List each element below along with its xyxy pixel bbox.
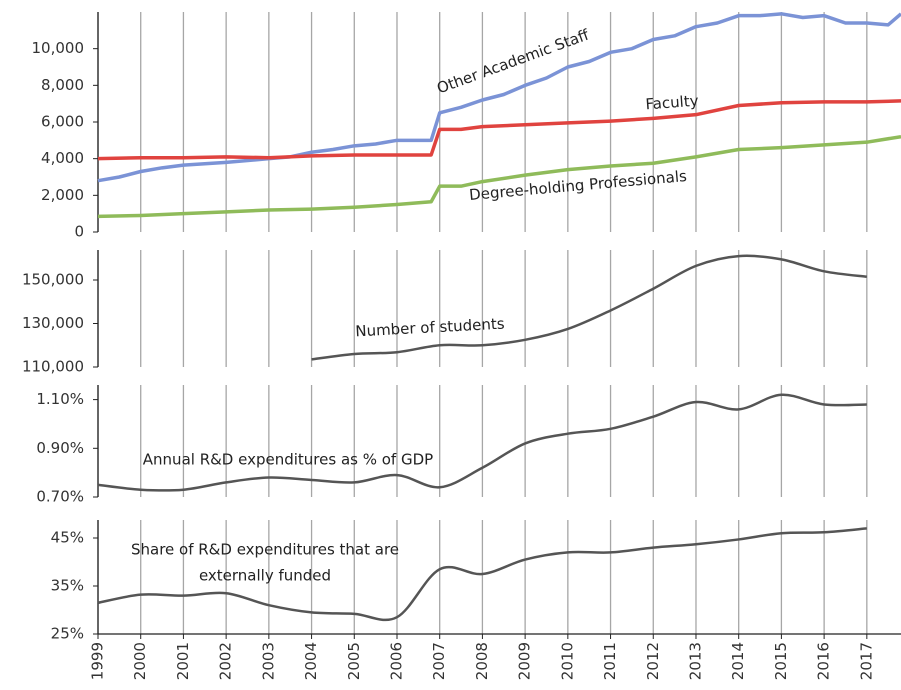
series-label: Annual R&D expenditures as % of GDP (143, 451, 433, 469)
x-tick-label: 2011 (601, 642, 619, 680)
y-tick-label: 45% (51, 529, 84, 547)
line-series (311, 254, 867, 361)
y-tick-label: 150,000 (22, 271, 84, 289)
y-tick-label: 2,000 (41, 186, 84, 204)
annotation: externally funded (199, 567, 331, 585)
y-tick-label: 25% (51, 625, 84, 643)
line-series (97, 134, 901, 219)
x-tick-label: 2014 (729, 642, 747, 680)
y-tick-label: 130,000 (22, 314, 84, 332)
x-tick-label: 2008 (473, 642, 491, 680)
x-tick-label: 2016 (815, 642, 833, 680)
x-tick-label: 2004 (302, 642, 320, 680)
series-label: Degree-holding Professionals (468, 167, 687, 204)
y-tick-label: 0 (74, 223, 84, 241)
y-tick-label: 110,000 (22, 358, 84, 376)
annotation: Share of R&D expenditures that are (131, 541, 399, 559)
y-tick-label: 8,000 (41, 76, 84, 94)
x-tick-label: 2003 (259, 642, 277, 680)
x-tick-label: 2017 (857, 642, 875, 680)
x-tick-label: 2001 (174, 642, 192, 680)
y-tick-label: 1.10% (36, 390, 84, 408)
line-series (97, 99, 901, 161)
x-tick-label: 2007 (430, 642, 448, 680)
x-tick-label: 2015 (772, 642, 790, 680)
x-tick-label: 2006 (387, 642, 405, 680)
x-tick-label: 2005 (345, 642, 363, 680)
x-tick-label: 1999 (89, 642, 107, 680)
y-tick-label: 35% (51, 577, 84, 595)
x-tick-label: 2000 (131, 642, 149, 680)
line-series (97, 527, 867, 622)
y-tick-label: 10,000 (32, 39, 85, 57)
x-tick-label: 2002 (217, 642, 235, 680)
y-tick-label: 0.70% (36, 488, 84, 506)
y-tick-label: 6,000 (41, 113, 84, 131)
y-tick-label: 4,000 (41, 149, 84, 167)
y-tick-label: 0.90% (36, 439, 84, 457)
series-label: Faculty (645, 92, 699, 114)
line-series (97, 393, 867, 492)
x-tick-label: 2010 (558, 642, 576, 680)
x-tick-label: 2012 (644, 642, 662, 680)
x-tick-label: 2009 (516, 642, 534, 680)
x-tick-label: 2013 (686, 642, 704, 680)
